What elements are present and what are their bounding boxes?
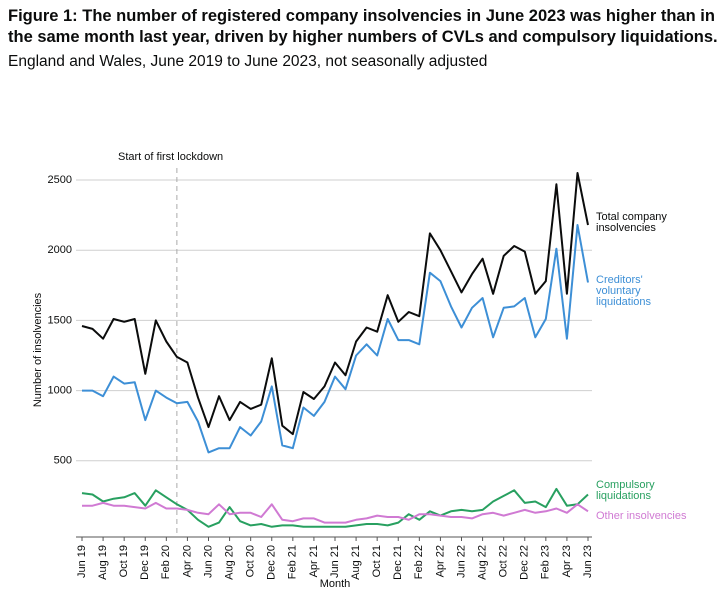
x-tick-label: Apr 20 — [181, 545, 193, 577]
series-label-line: insolvencies — [596, 222, 656, 234]
x-tick-label: Jun 22 — [455, 545, 467, 578]
y-axis-label: Number of insolvencies — [32, 292, 44, 407]
series-label-line: voluntary — [596, 285, 644, 297]
series-line — [82, 224, 589, 454]
series-label: Compulsory liquidations — [596, 479, 658, 502]
x-tick-label: Apr 23 — [561, 545, 573, 577]
series-line — [81, 487, 589, 528]
y-tick-label: 2500 — [48, 174, 72, 186]
y-tick-label: 1000 — [48, 385, 72, 397]
series-label: Creditors' voluntary liquidations — [596, 274, 652, 308]
x-tick-label: Apr 21 — [308, 545, 320, 577]
x-tick-label: Oct 22 — [498, 545, 510, 577]
x-tick-label: Oct 19 — [118, 545, 130, 577]
x-tick-label: Dec 19 — [139, 545, 151, 580]
x-tick-label: Jun 21 — [329, 545, 341, 578]
x-tick-label: Dec 22 — [519, 545, 531, 580]
series-label-line: Other insolvencies — [596, 510, 687, 522]
series-label-line: Creditors' — [596, 274, 646, 286]
series-label-line: liquidations — [596, 296, 652, 308]
x-axis-label: Month — [320, 578, 351, 590]
x-tick-label: Aug 20 — [223, 545, 235, 580]
x-tick-label: Jun 19 — [76, 545, 88, 578]
y-tick-label: 500 — [54, 455, 72, 467]
y-tick-label: 2000 — [48, 244, 72, 256]
series-label-line: Compulsory — [596, 479, 658, 491]
x-tick-label: Dec 20 — [266, 545, 278, 580]
x-tick-label: Feb 20 — [160, 545, 172, 579]
x-tick-label: Apr 22 — [434, 545, 446, 577]
x-tick-label: Oct 20 — [245, 545, 257, 577]
x-tick-label: Feb 22 — [413, 545, 425, 579]
x-tick-label: Feb 21 — [287, 545, 299, 579]
x-tick-label: Dec 21 — [392, 545, 404, 580]
x-tick-label: Feb 23 — [540, 545, 552, 579]
annotation: Start of first lockdown — [118, 151, 223, 163]
series-line — [81, 172, 589, 436]
series-label: Other insolvencies — [596, 510, 687, 522]
x-tick-label: Oct 21 — [371, 545, 383, 577]
y-tick-label: 1500 — [48, 314, 72, 326]
x-tick-label: Aug 19 — [97, 545, 109, 580]
series-label: Total company insolvencies — [596, 211, 670, 234]
x-tick-label: Jun 20 — [202, 545, 214, 578]
header: Figure 1: The number of registered compa… — [8, 6, 720, 71]
x-tick-label: Aug 21 — [350, 545, 362, 580]
chart-subtitle: England and Wales, June 2019 to June 202… — [8, 53, 488, 70]
x-tick-label: Aug 22 — [476, 545, 488, 580]
x-tick-label: Jun 23 — [582, 545, 594, 578]
chart-title: Figure 1: The number of registered compa… — [8, 7, 718, 46]
series-label-line: Total company — [596, 211, 670, 223]
series-label-line: liquidations — [596, 490, 652, 502]
series-line — [82, 501, 589, 524]
